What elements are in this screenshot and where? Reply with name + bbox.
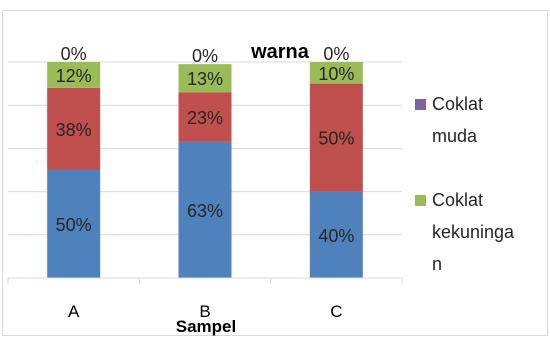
data-label: 10% [318, 64, 354, 84]
bar-segment [178, 64, 232, 93]
legend-label: n [432, 254, 442, 274]
legend: Coklat muda Coklat kekuninga n [415, 94, 515, 274]
legend-label: Coklat [432, 94, 483, 114]
bar-segment [309, 191, 363, 278]
legend-label: Coklat [432, 190, 483, 210]
bar-segment [178, 141, 232, 278]
data-label: 0% [192, 46, 218, 66]
bar-segment [309, 62, 363, 84]
chart-title: warna [250, 41, 310, 63]
data-label: 50% [56, 215, 92, 235]
data-labels: 50%38%12%0%63%23%13%0%40%50%10%0% [56, 44, 355, 246]
legend-label: kekuninga [432, 222, 515, 242]
data-label: 13% [187, 69, 223, 89]
x-axis-title: Sampel [176, 317, 236, 336]
bar-segment [178, 92, 232, 142]
bar-segment [47, 87, 101, 170]
bar-segment [309, 83, 363, 192]
data-label: 0% [323, 44, 349, 64]
data-label: 38% [56, 120, 92, 140]
x-axis: A B C [7, 277, 403, 321]
data-label: 0% [61, 44, 87, 64]
legend-label: muda [432, 126, 478, 146]
data-label: 40% [318, 226, 354, 246]
legend-swatch [415, 195, 426, 206]
data-label: 50% [318, 129, 354, 149]
x-tick-label: C [330, 302, 342, 321]
legend-swatch [415, 99, 426, 110]
data-label: 23% [187, 108, 223, 128]
x-tick-label: A [68, 302, 80, 321]
data-label: 63% [187, 201, 223, 221]
x-tick-label: B [199, 302, 210, 321]
bar-segment [47, 170, 101, 278]
bar-segment [47, 62, 101, 88]
bars [47, 62, 363, 278]
data-label: 12% [56, 66, 92, 86]
